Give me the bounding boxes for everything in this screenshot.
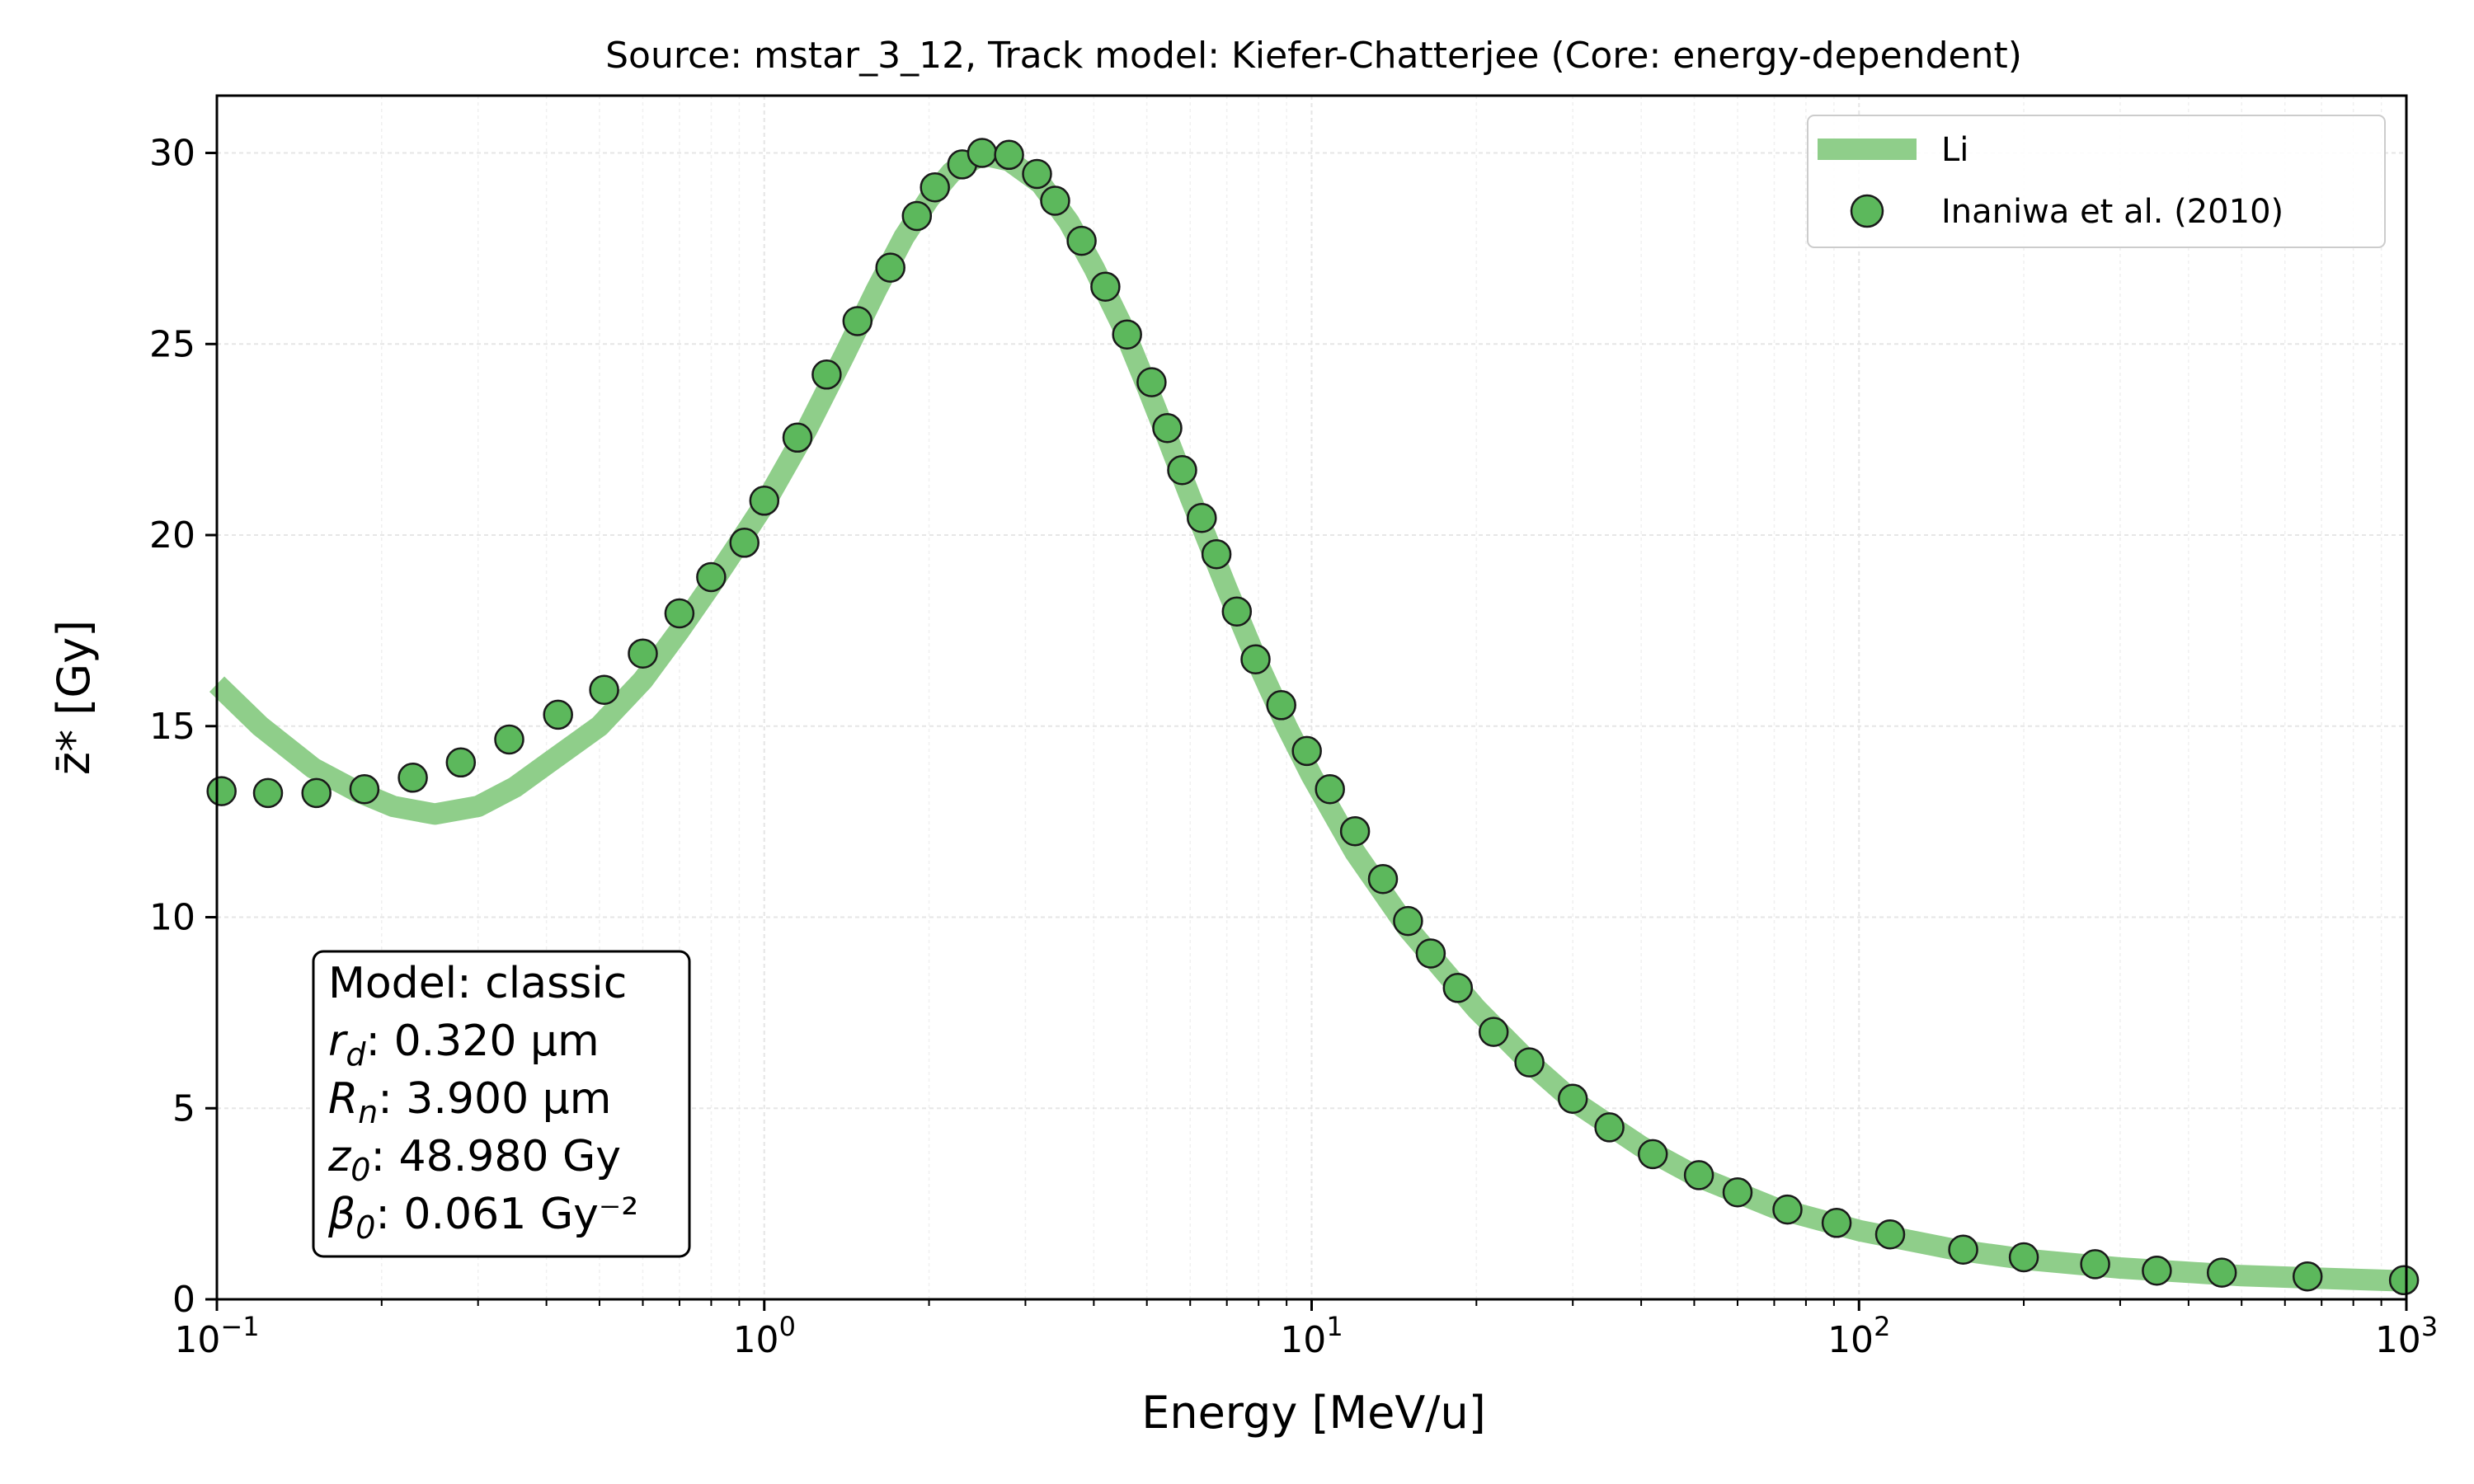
param-beta0: β0: 0.061 Gy⁻² xyxy=(327,1190,638,1246)
scatter-point xyxy=(252,777,284,809)
y-axis-label: z̄* [Gy] xyxy=(48,620,100,775)
scatter-point xyxy=(2080,1249,2110,1280)
scatter-point xyxy=(2142,1255,2172,1286)
scatter-point xyxy=(1090,271,1121,302)
scatter-point xyxy=(1683,1160,1714,1190)
scatter-point xyxy=(1201,538,1232,570)
scatter-point xyxy=(696,561,727,593)
legend-box xyxy=(1807,115,2386,248)
scatter-point xyxy=(920,171,950,203)
scatter-point xyxy=(543,699,573,730)
param-rd: rd: 0.320 µm xyxy=(328,1017,600,1073)
scatter-point xyxy=(1367,863,1399,895)
scatter-point xyxy=(2206,1257,2237,1288)
x-axis-label: Energy [MeV/u] xyxy=(1141,1387,1486,1439)
x-tick-label: 101 xyxy=(1280,1311,1343,1361)
scatter-point xyxy=(2388,1265,2420,1296)
scatter-point xyxy=(729,528,760,558)
scatter-point xyxy=(397,763,428,793)
scatter-point xyxy=(967,138,998,168)
scatter-point xyxy=(1187,502,1217,533)
scatter-point xyxy=(494,724,524,755)
y-tick-label: 0 xyxy=(172,1279,195,1321)
scatter-point xyxy=(628,638,658,669)
param-z0: z0: 48.980 Gy xyxy=(327,1132,621,1188)
scatter-point xyxy=(1442,973,1474,1003)
param-model: Model: classic xyxy=(328,959,627,1008)
x-tick-label: 10−1 xyxy=(174,1311,259,1361)
scatter-point xyxy=(1152,412,1183,444)
x-tick-label: 102 xyxy=(1827,1311,1890,1361)
scatter-point xyxy=(811,359,842,390)
scatter-point xyxy=(1393,905,1423,937)
scatter-point xyxy=(1821,1208,1852,1238)
scatter-point xyxy=(842,306,873,336)
scatter-point xyxy=(1722,1176,1753,1208)
scatter-point xyxy=(1266,690,1296,721)
parameter-box-frame xyxy=(312,950,691,1258)
scatter-point xyxy=(445,747,477,778)
series-layer xyxy=(206,138,2420,1296)
scatter-point xyxy=(206,776,237,806)
scatter-point xyxy=(1874,1219,1906,1250)
scatter-point xyxy=(1315,773,1345,805)
scatter-point xyxy=(1637,1139,1668,1170)
scatter-point xyxy=(1339,815,1371,847)
scatter-point xyxy=(782,422,813,453)
scatter-point xyxy=(749,486,780,516)
scatter-point xyxy=(1948,1234,1978,1265)
scatter-point xyxy=(2292,1261,2323,1292)
scatter-point xyxy=(1291,735,1322,767)
scatter-point xyxy=(1240,644,1271,674)
legend: Li Inaniwa et al. (2010) xyxy=(1807,115,2386,248)
scatter-point xyxy=(2008,1242,2039,1273)
legend-label-inaniwa: Inaniwa et al. (2010) xyxy=(1941,193,2284,231)
y-tick-label: 30 xyxy=(149,133,195,175)
scatter-point xyxy=(301,777,332,809)
scatter-point xyxy=(1022,158,1052,190)
scatter-point xyxy=(994,139,1024,171)
scatter-point xyxy=(1557,1083,1588,1114)
y-tick-label: 20 xyxy=(149,514,195,556)
scatter-point xyxy=(664,598,695,629)
scatter-point xyxy=(1772,1194,1803,1225)
scatter-point xyxy=(1167,454,1197,486)
legend-marker-swatch xyxy=(1850,194,1884,228)
chart-title: Source: mstar_3_12, Track model: Kiefer-… xyxy=(605,35,2022,77)
parameter-box: Model: classic rd: 0.320 µm Rn: 3.900 µm… xyxy=(312,950,691,1258)
y-tick-label: 25 xyxy=(149,323,195,365)
scatter-point xyxy=(875,252,905,283)
scatter-point xyxy=(1136,367,1167,397)
scatter-point xyxy=(1594,1112,1625,1143)
param-rn: Rn: 3.900 µm xyxy=(328,1074,611,1130)
x-tick-label: 100 xyxy=(733,1311,796,1361)
y-tick-label: 5 xyxy=(172,1087,195,1129)
y-tick-label: 15 xyxy=(149,706,195,748)
legend-label-li: Li xyxy=(1941,131,1968,169)
scatter-point xyxy=(1415,938,1446,969)
scatter-point xyxy=(901,200,933,232)
scatter-point xyxy=(1221,596,1253,627)
x-tick-label: 103 xyxy=(2375,1311,2438,1361)
scatter-point xyxy=(1066,225,1097,256)
scatter-point xyxy=(1514,1047,1545,1078)
scatter-point xyxy=(589,674,619,705)
ticks: 10−1 100 101 102 103 0 5 10 15 20 25 30 xyxy=(149,133,2438,1361)
scatter-point xyxy=(1040,186,1070,216)
scatter-point xyxy=(1112,319,1142,350)
y-tick-label: 10 xyxy=(149,897,195,939)
scatter-point xyxy=(349,773,380,805)
scatter-point xyxy=(1478,1017,1509,1047)
